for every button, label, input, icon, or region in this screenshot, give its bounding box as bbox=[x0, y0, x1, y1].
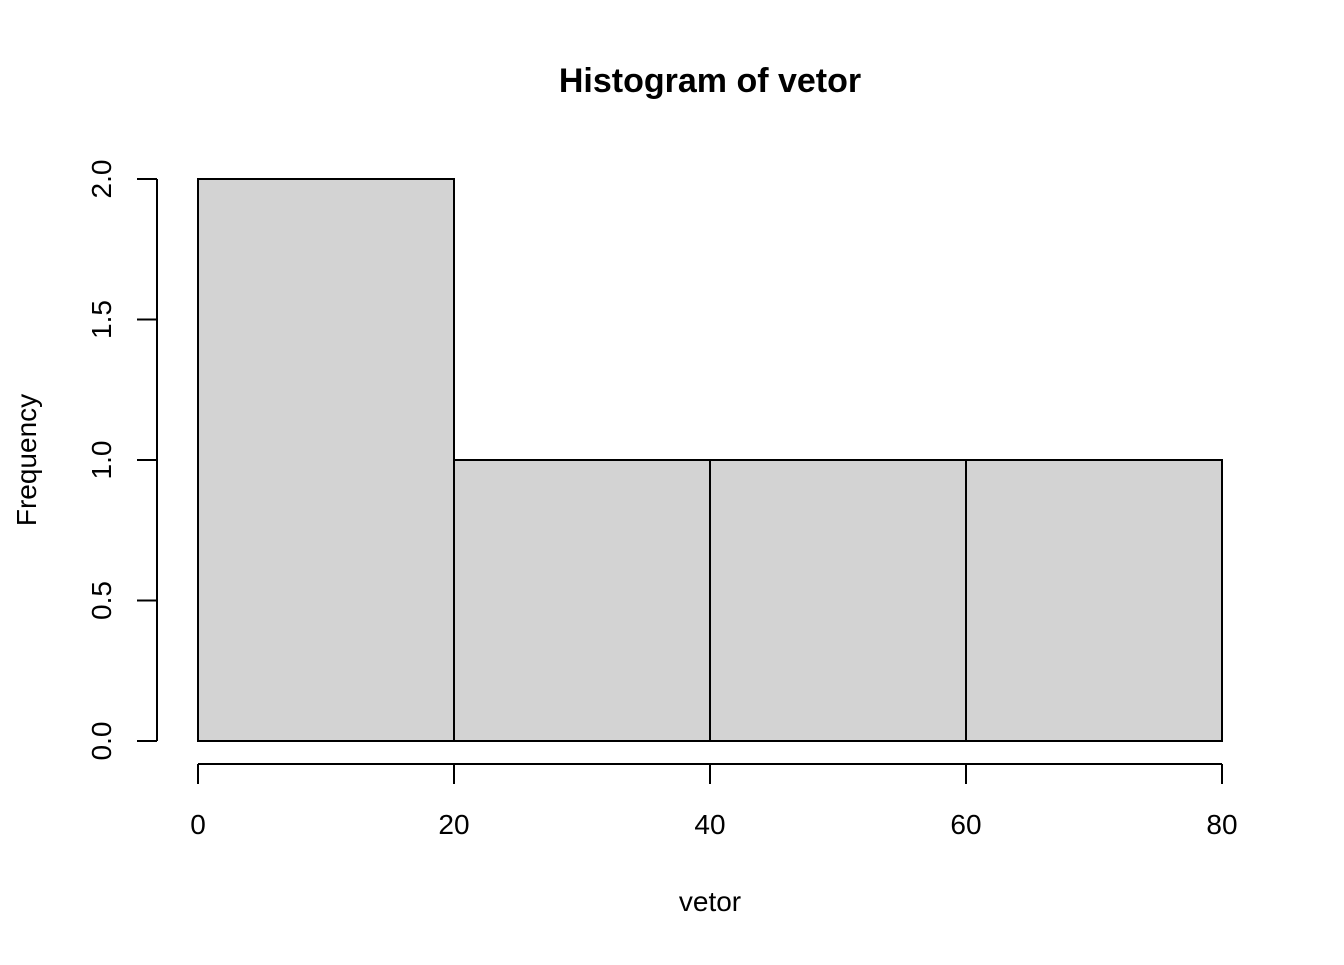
x-tick-label: 80 bbox=[1206, 809, 1237, 840]
histogram-bar bbox=[965, 459, 1223, 742]
histogram-bar bbox=[453, 459, 711, 742]
y-tick-label: 2.0 bbox=[86, 160, 117, 199]
x-axis-title: vetor bbox=[679, 886, 741, 917]
y-axis: 0.0 0.5 1.0 1.5 2.0 bbox=[86, 160, 158, 761]
y-tick-label: 1.5 bbox=[86, 300, 117, 339]
x-axis: 0 20 40 60 80 bbox=[190, 763, 1238, 840]
y-axis-title: Frequency bbox=[11, 394, 42, 526]
histogram-bar bbox=[197, 178, 455, 742]
y-tick-label: 0.5 bbox=[86, 581, 117, 620]
chart-title: Histogram of vetor bbox=[559, 62, 861, 100]
histogram-bars bbox=[197, 178, 1223, 742]
y-tick-label: 0.0 bbox=[86, 722, 117, 761]
histogram-bar bbox=[709, 459, 967, 742]
x-tick-label: 40 bbox=[694, 809, 725, 840]
x-tick-label: 60 bbox=[950, 809, 981, 840]
x-tick-label: 20 bbox=[438, 809, 469, 840]
x-tick-label: 0 bbox=[190, 809, 206, 840]
y-tick-label: 1.0 bbox=[86, 441, 117, 480]
